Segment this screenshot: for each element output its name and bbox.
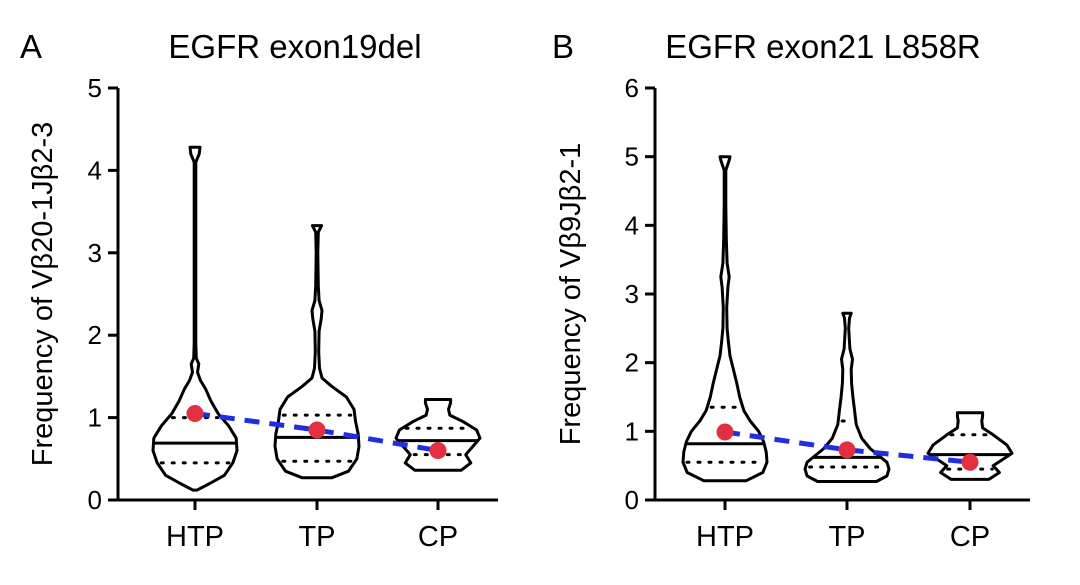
- mean-point-cp: [429, 442, 447, 460]
- y-tick-label: 1: [88, 403, 102, 433]
- x-tick-label: TP: [298, 521, 335, 553]
- x-tick-label: CP: [418, 521, 458, 553]
- violin-htp: [151, 145, 239, 492]
- violin-tp: [273, 224, 361, 480]
- y-tick-label: 4: [88, 155, 102, 185]
- x-tick-label: CP: [950, 521, 990, 553]
- y-tick-label: 0: [625, 485, 639, 515]
- mean-point-tp: [838, 441, 856, 459]
- mean-point-cp: [961, 453, 979, 471]
- panel-a: A EGFR exon19del Frequency of Vβ20-1Jβ2-3 0…: [20, 28, 498, 553]
- y-tick-label: 2: [88, 320, 102, 350]
- mean-point-tp: [308, 421, 326, 439]
- y-tick-label: 1: [625, 416, 639, 446]
- violin-tp: [803, 311, 891, 483]
- mean-trend-line: [194, 411, 439, 454]
- mean-point-htp: [186, 404, 204, 422]
- chart-title: EGFR exon21 L858R: [665, 28, 981, 65]
- y-tick-label: 6: [625, 73, 639, 103]
- y-tick-label: 0: [88, 485, 102, 515]
- y-tick-label: 5: [88, 73, 102, 103]
- y-tick-label: 3: [625, 279, 639, 309]
- violin-cp: [394, 398, 482, 472]
- mean-point-htp: [716, 423, 734, 441]
- y-tick-label: 2: [625, 348, 639, 378]
- y-tick-label: 5: [625, 142, 639, 172]
- mean-trend-line: [724, 429, 971, 465]
- y-tick-label: 4: [625, 210, 639, 240]
- y-tick-label: 3: [88, 238, 102, 268]
- x-tick-label: TP: [828, 521, 865, 553]
- violin-htp: [681, 155, 769, 483]
- x-tick-label: HTP: [696, 521, 754, 553]
- panel-letter: B: [552, 28, 574, 65]
- chart-title: EGFR exon19del: [168, 28, 421, 65]
- y-axis-label: Frequency of Vβ9Jβ2-1: [555, 143, 587, 446]
- y-axis-label: Frequency of Vβ20-1Jβ2-3: [27, 122, 59, 466]
- panel-letter: A: [20, 28, 42, 65]
- x-tick-label: HTP: [166, 521, 224, 553]
- panel-b: B EGFR exon21 L858R Frequency of Vβ9Jβ2-1 0…: [552, 28, 1030, 553]
